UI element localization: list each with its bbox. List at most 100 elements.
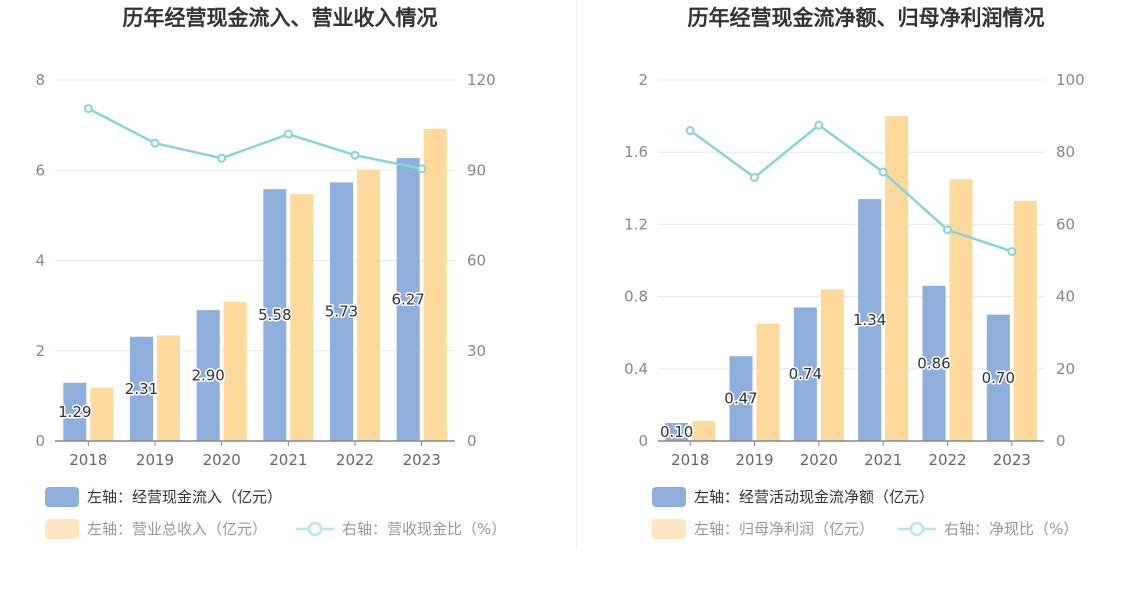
bar-series-2 <box>949 179 973 441</box>
y-right-tick-label: 0 <box>1056 432 1066 450</box>
line-point <box>943 225 952 235</box>
legend-item[interactable]: 右轴：净现比（%） <box>898 520 1078 538</box>
bar-series-2 <box>692 421 716 441</box>
data-label: 0.47 <box>724 390 757 408</box>
chart-cash-inflow-revenue: 历年经营现金流入、营业收入情况 0 2 4 6 8 0 30 60 90 120 2018 2019 20… <box>35 6 506 539</box>
bar-series-2 <box>885 116 909 441</box>
line-point <box>814 120 824 130</box>
line-point <box>217 153 227 163</box>
y-right-tick-label: 0 <box>467 432 477 450</box>
line-point <box>878 167 888 177</box>
x-tick-label: 2023 <box>403 451 441 469</box>
legend-swatch <box>45 487 79 507</box>
y-left-tick-label: 2 <box>35 342 45 360</box>
legend-item[interactable]: 右轴：营收现金比（%） <box>296 520 506 538</box>
line-point <box>150 138 160 148</box>
bar-series-1 <box>63 382 87 441</box>
y-right-tick-label: 30 <box>467 342 486 360</box>
bar-series-2 <box>157 335 180 441</box>
x-tick-label: 2023 <box>993 451 1031 469</box>
bar-series-1 <box>665 422 689 441</box>
y-right-tick-label: 40 <box>1056 288 1075 306</box>
legend-marker <box>909 521 925 537</box>
x-tick-label: 2019 <box>136 451 174 469</box>
bar-series-1 <box>986 314 1010 441</box>
legend-item[interactable]: 左轴：经营活动现金流净额（亿元） <box>652 487 934 507</box>
y-left-tick-label: 0.8 <box>624 288 648 306</box>
legend-label: 左轴：经营现金流入（亿元） <box>87 488 282 506</box>
y-right-tick-label: 60 <box>1056 215 1075 233</box>
x-tick-label: 2022 <box>928 451 966 469</box>
bar-series-1 <box>396 158 420 441</box>
bar-series-1 <box>793 307 817 441</box>
data-label: 0.74 <box>789 365 822 383</box>
x-tick-label: 2020 <box>203 451 241 469</box>
chart-net-cashflow-profit: 历年经营现金流净额、归母净利润情况00.40.81.21.62020406080… <box>624 6 1085 539</box>
data-label: 1.34 <box>853 311 886 329</box>
bar-series-2 <box>223 302 247 441</box>
legend-label: 左轴：营业总收入（亿元） <box>87 520 267 538</box>
x-tick-label: 2018 <box>69 451 107 469</box>
y-right-tick-label: 120 <box>467 71 496 89</box>
data-label: 2.90 <box>191 367 224 385</box>
legend-item[interactable]: 左轴：经营现金流入（亿元） <box>45 487 282 507</box>
line-point <box>417 164 427 174</box>
legend-swatch <box>652 519 686 539</box>
legend-label: 左轴：经营活动现金流净额（亿元） <box>694 488 934 506</box>
data-label: 0.86 <box>917 354 950 372</box>
y-right-tick-label: 90 <box>467 161 486 179</box>
y-left-tick-label: 0.4 <box>624 360 648 378</box>
y-left-tick-label: 0 <box>35 432 45 450</box>
bar-series-1 <box>196 310 220 441</box>
bar-series-1 <box>922 285 946 441</box>
y-left-tick-label: 1.6 <box>624 143 648 161</box>
legend-label: 右轴：净现比（%） <box>944 520 1078 538</box>
data-label: 6.27 <box>391 291 424 309</box>
line-point <box>750 172 759 182</box>
data-label: 0.10 <box>660 423 693 441</box>
y-left-tick-label: 0 <box>638 432 648 450</box>
line-point <box>350 150 360 160</box>
y-left-tick-label: 2 <box>638 71 648 89</box>
legend-item[interactable]: 左轴：归母净利润（亿元） <box>652 519 874 539</box>
legend-swatch <box>652 487 686 507</box>
y-right-tick-label: 20 <box>1056 360 1075 378</box>
x-tick-label: 2020 <box>800 451 838 469</box>
bar-series-1 <box>330 182 353 441</box>
panel-divider <box>576 0 577 550</box>
y-left-tick-label: 1.2 <box>624 215 648 233</box>
line-point <box>283 129 293 139</box>
line-series <box>689 123 1013 253</box>
bar-series-2 <box>423 128 447 442</box>
x-tick-label: 2019 <box>735 451 773 469</box>
x-tick-label: 2021 <box>269 451 307 469</box>
legend-label: 右轴：营收现金比（%） <box>342 520 506 538</box>
y-right-tick-label: 80 <box>1056 143 1075 161</box>
data-label: 1.29 <box>58 403 91 421</box>
line-series <box>87 107 422 170</box>
bar-series-1 <box>263 189 287 441</box>
chart-title: 历年经营现金流净额、归母净利润情况 <box>688 6 1045 30</box>
data-label: 0.70 <box>982 369 1015 387</box>
line-point <box>83 104 93 114</box>
bar-series-2 <box>90 387 114 441</box>
y-right-tick-label: 60 <box>467 252 486 270</box>
bar-series-1 <box>858 199 882 441</box>
data-label: 5.58 <box>258 306 291 324</box>
x-tick-label: 2018 <box>671 451 709 469</box>
bar-series-2 <box>756 323 780 441</box>
y-right-tick-label: 100 <box>1056 71 1085 89</box>
bar-series-1 <box>130 336 153 441</box>
legend-marker <box>307 521 323 537</box>
bar-series-2 <box>290 194 314 441</box>
legend-swatch <box>45 519 79 539</box>
line-point <box>1007 246 1017 256</box>
bar-series-1 <box>729 356 753 441</box>
bar-series-2 <box>357 169 380 441</box>
y-left-tick-label: 4 <box>35 252 45 270</box>
bar-series-2 <box>1013 200 1037 441</box>
x-tick-label: 2021 <box>864 451 902 469</box>
x-tick-label: 2022 <box>336 451 374 469</box>
line-point <box>685 126 695 136</box>
legend-item[interactable]: 左轴：营业总收入（亿元） <box>45 519 267 539</box>
